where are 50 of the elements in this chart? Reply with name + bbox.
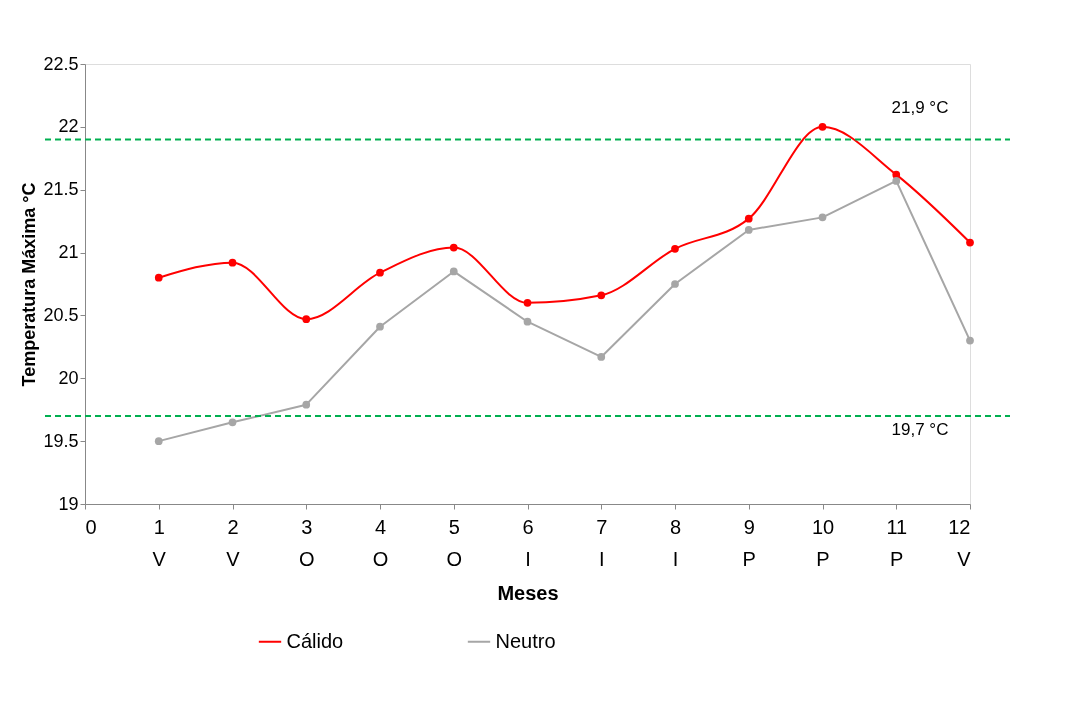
y-tick-label: 21	[58, 242, 79, 263]
x-tick-label: 5 O	[446, 515, 463, 570]
x-tick-label: 12 V	[948, 515, 972, 570]
point	[597, 353, 606, 361]
point	[449, 243, 458, 252]
point	[671, 244, 679, 253]
x-tick-label: 3 O	[298, 515, 315, 570]
point	[818, 213, 827, 222]
point	[228, 418, 237, 427]
x-tick-label: 9 P	[742, 515, 756, 570]
point	[892, 177, 901, 185]
x-tick-label: 10 P	[811, 515, 835, 570]
point	[523, 317, 532, 326]
y-tick-label: 19.5	[43, 430, 79, 451]
x-tick-label: 11 P	[886, 515, 908, 570]
x-tick-label: 1 V	[152, 515, 167, 570]
x-tick-label: 8 I	[669, 515, 682, 570]
point	[744, 214, 753, 223]
y-axis-title: Temperatura Máxima °C	[19, 182, 40, 387]
y-tick-label: 20	[58, 367, 79, 388]
point	[523, 298, 532, 307]
y-tick-label: 19	[58, 493, 79, 514]
point	[302, 400, 311, 409]
x-axis-title: Meses	[497, 581, 559, 604]
point	[154, 437, 163, 446]
point	[228, 258, 237, 267]
x-tick-label: 6 I	[522, 515, 534, 570]
y-tick-label: 20.5	[43, 304, 79, 325]
point	[966, 238, 974, 247]
point	[597, 291, 606, 300]
point	[154, 273, 163, 282]
point	[966, 336, 974, 345]
ref-line-label: 19,7 °C	[891, 420, 949, 439]
x-tick-label: 7 I	[596, 515, 608, 570]
x-tick-label: 4 O	[372, 515, 389, 570]
point	[376, 268, 384, 277]
point	[744, 226, 753, 234]
x-tick-label: 2 V	[226, 515, 241, 570]
ref-line-label: 21,9 °C	[891, 98, 949, 118]
point	[449, 267, 458, 276]
legend-label: Neutro	[495, 629, 556, 652]
point	[671, 280, 679, 288]
y-tick-label: 22.5	[43, 53, 79, 74]
point	[818, 122, 827, 131]
point	[302, 315, 311, 324]
point	[376, 322, 384, 331]
x-tick-label: 0	[85, 515, 97, 538]
legend-label: Cálido	[286, 629, 344, 652]
y-tick-label: 21.5	[43, 179, 79, 200]
y-tick-label: 22	[58, 116, 79, 137]
